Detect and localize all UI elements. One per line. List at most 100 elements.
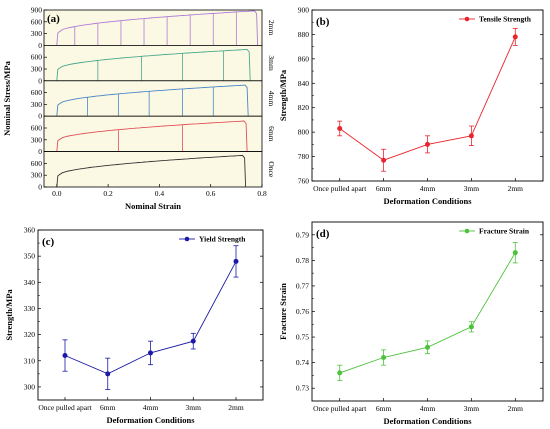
data-point xyxy=(337,125,343,131)
y-tick-label: 860 xyxy=(298,54,310,63)
x-axis-label: Nominal Strain xyxy=(125,201,181,211)
y-tick-label: 600 xyxy=(31,159,43,168)
y-tick-label: 0 xyxy=(38,147,42,156)
panel-label: (d) xyxy=(316,228,330,240)
x-tick-label: 0.0 xyxy=(52,189,62,198)
x-tick-label: Once pulled apart xyxy=(38,403,92,412)
legend-label: Tensile Strength xyxy=(479,15,532,24)
legend-marker xyxy=(184,236,190,242)
y-tick-label: 0 xyxy=(38,41,42,50)
data-point xyxy=(425,141,430,147)
x-tick-label: 3mm xyxy=(464,184,480,193)
x-axis-label: Deformation Conditions xyxy=(383,416,472,426)
legend-marker xyxy=(464,16,470,22)
stress-strain-curve xyxy=(56,49,251,81)
x-tick-label: 0.8 xyxy=(257,189,267,198)
data-point xyxy=(105,371,111,377)
y-tick-label: 0.78 xyxy=(296,256,309,265)
data-point xyxy=(381,355,387,361)
y-tick-label: 330 xyxy=(24,304,36,313)
y-tick-label: 300 xyxy=(31,29,43,38)
y-tick-label: 0.73 xyxy=(296,384,309,393)
x-tick-label: 4mm xyxy=(420,404,436,413)
data-point xyxy=(190,338,196,344)
x-tick-label: Once pulled apart xyxy=(313,184,367,193)
y-tick-label: 820 xyxy=(298,103,310,112)
panel-label: (a) xyxy=(47,13,60,25)
data-point xyxy=(512,34,518,40)
y-tick-label: 300 xyxy=(31,100,43,109)
x-axis-label: Deformation Conditions xyxy=(383,196,472,206)
x-axis-label: Deformation Conditions xyxy=(106,415,195,425)
subplot-label: 3mm xyxy=(267,55,276,71)
subplot-label: 4mm xyxy=(267,91,276,107)
panel-label: (c) xyxy=(42,236,55,248)
y-tick-label: 0 xyxy=(38,76,42,85)
series-line xyxy=(339,252,516,374)
y-tick-label: 0 xyxy=(38,112,42,121)
data-point xyxy=(425,344,430,350)
panel-d: 0.73 0.74 0.75 0.76 0.77 0.78 0.79 Once pulled … xyxy=(278,221,544,426)
panel-label: (b) xyxy=(316,16,330,28)
y-tick-label: 350 xyxy=(24,252,36,261)
x-tick-label: 0.4 xyxy=(155,189,165,198)
data-point xyxy=(381,157,387,163)
y-axis-label: Strength/MPa xyxy=(4,289,14,341)
plot-frame xyxy=(37,229,264,401)
y-tick-label: 880 xyxy=(298,30,310,39)
y-tick-label: 600 xyxy=(31,53,43,62)
x-tick-label: 2mm xyxy=(508,184,524,193)
y-tick-label: 0.79 xyxy=(296,230,309,239)
x-tick-label: Once pulled apart xyxy=(313,404,367,413)
y-tick-label: 300 xyxy=(24,382,36,391)
panel-a: 0 300 600 900 2mm 0 300 600 3mm 0 300 600 4mm 0 300 600… xyxy=(2,6,276,212)
x-tick-label: 6mm xyxy=(100,403,116,412)
x-tick-label: 0.6 xyxy=(206,189,216,198)
stress-strain-curve xyxy=(56,84,249,117)
x-tick-label: 4mm xyxy=(420,184,436,193)
stress-strain-curve xyxy=(56,10,259,46)
legend-marker xyxy=(464,228,470,234)
legend-label: Yield Strength xyxy=(199,235,246,244)
subplot-frame xyxy=(43,9,263,46)
y-tick-label: 0.74 xyxy=(296,358,309,367)
data-point xyxy=(468,133,474,139)
x-tick-label: 0.2 xyxy=(103,189,113,198)
y-tick-label: 0.77 xyxy=(296,281,309,290)
y-tick-label: 840 xyxy=(298,79,310,88)
y-tick-label: 300 xyxy=(31,65,43,74)
y-tick-label: 600 xyxy=(31,88,43,97)
x-tick-label: 2mm xyxy=(228,403,244,412)
y-tick-label: 760 xyxy=(298,177,310,186)
subplot-label: Once xyxy=(267,161,276,177)
stress-strain-curve xyxy=(56,120,248,152)
panel-b: 760 780 800 820 840 860 880 900 Once pulled apar… xyxy=(278,6,544,206)
x-tick-label: 3mm xyxy=(464,404,480,413)
y-tick-label: 0.76 xyxy=(296,307,309,316)
plot-frame xyxy=(311,9,544,182)
subplot-label: 6mm xyxy=(267,126,276,142)
y-tick-label: 360 xyxy=(24,226,36,235)
y-axis-label: Strength/MPa xyxy=(278,69,288,121)
data-point xyxy=(233,258,239,264)
data-point xyxy=(512,250,518,256)
y-tick-label: 310 xyxy=(24,356,36,365)
y-tick-label: 0.75 xyxy=(296,333,309,342)
y-tick-label: 600 xyxy=(31,124,43,133)
data-point xyxy=(468,324,474,330)
x-tick-label: 2mm xyxy=(508,404,524,413)
y-tick-label: 900 xyxy=(298,6,310,15)
y-axis-label: Fracture Strain xyxy=(278,283,288,340)
data-point xyxy=(337,370,343,376)
plot-frame xyxy=(311,221,544,402)
x-tick-label: 3mm xyxy=(186,403,202,412)
y-tick-label: 300 xyxy=(31,135,43,144)
y-tick-label: 320 xyxy=(24,330,36,339)
subplot-label: 2mm xyxy=(267,20,276,36)
stress-strain-curve xyxy=(56,154,247,188)
y-tick-label: 800 xyxy=(298,128,310,137)
x-tick-label: 4mm xyxy=(143,403,159,412)
y-tick-label: 300 xyxy=(31,171,43,180)
y-tick-label: 780 xyxy=(298,152,310,161)
